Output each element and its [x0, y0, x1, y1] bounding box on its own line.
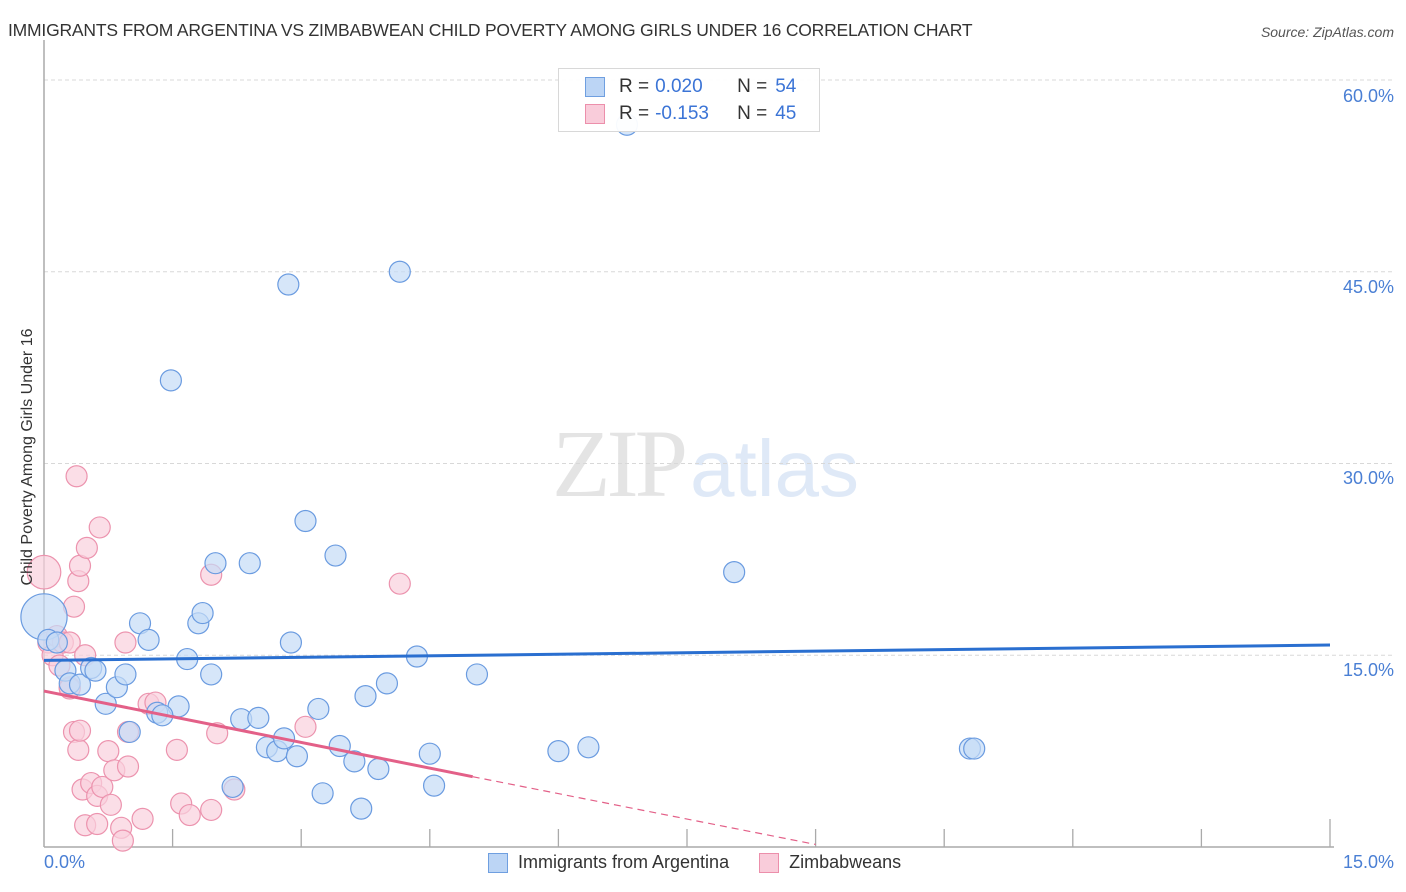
argentina-point: [963, 737, 986, 760]
stats-legend: R = 0.020 N = 54 R = -0.153 N = 45: [558, 68, 820, 132]
argentina-trend-line: [43, 643, 1331, 662]
argentina-point: [279, 631, 303, 654]
zimbabwean-point: [116, 755, 140, 778]
legend-swatch-blue: [585, 77, 605, 97]
zimbabwean-point: [97, 740, 120, 763]
argentina-point: [418, 742, 441, 765]
argentina-point: [388, 260, 411, 283]
argentina-point: [118, 720, 141, 744]
argentina-point: [45, 631, 68, 654]
source-label: Source: ZipAtlas.com: [1260, 24, 1394, 40]
argentina-point: [159, 369, 182, 392]
y-axis-label: Child Poverty Among Girls Under 16: [19, 328, 36, 586]
zimbabwean-point: [178, 803, 201, 827]
legend-label-argentina: Immigrants from Argentina: [518, 852, 730, 872]
zimbabwean-point: [67, 738, 90, 761]
zimbabwean-point: [111, 829, 134, 852]
argentina-point: [84, 659, 107, 682]
zimbabwean-point: [26, 554, 62, 590]
argentina-point: [547, 740, 570, 763]
argentina-point: [311, 782, 334, 805]
argentina-point: [277, 273, 300, 296]
argentina-point: [200, 663, 223, 686]
legend-r-label: R =: [619, 76, 650, 97]
zimbabwean-point: [86, 812, 109, 836]
argentina-point: [367, 757, 390, 781]
zimbabwean-point: [388, 572, 411, 595]
legend-swatch-blue: [488, 852, 508, 873]
argentina-point: [723, 561, 746, 584]
legend-n-label: N =: [737, 76, 768, 97]
zimbabwean-point: [65, 465, 88, 488]
argentina-point: [204, 552, 227, 575]
argentina-point: [465, 663, 489, 686]
zimbabwean-trend-line: [43, 689, 473, 779]
y-tick-30: 30.0%: [1342, 468, 1394, 488]
zimbabwean-point: [131, 807, 154, 830]
legend-r-label: R =: [619, 103, 650, 124]
argentina-point: [577, 736, 600, 759]
argentina-point: [343, 750, 366, 773]
argentina-point: [221, 775, 244, 799]
argentina-point: [324, 544, 347, 567]
zimbabwean-point: [75, 536, 98, 559]
legend-row-zimbabweans: R = -0.153 N = 45: [585, 101, 796, 127]
argentina-point: [350, 797, 373, 820]
argentina-point: [294, 509, 317, 533]
legend-r-value: -0.153: [655, 103, 709, 124]
legend-n-value: 54: [775, 76, 797, 97]
argentina-point: [114, 663, 137, 686]
series-legend: Immigrants from Argentina Zimbabweans: [488, 852, 931, 873]
legend-label-zimbabweans: Zimbabweans: [789, 852, 902, 872]
argentina-point: [238, 552, 261, 575]
zimbabwean-point: [88, 516, 111, 539]
zimbabwean-point: [294, 715, 317, 738]
legend-row-argentina: R = 0.020 N = 54: [585, 74, 796, 100]
zimbabwean-trend-extension: [472, 776, 816, 846]
zimbabwean-point: [114, 631, 137, 654]
legend-swatch-pink: [759, 852, 780, 873]
chart-title: IMMIGRANTS FROM ARGENTINA VS ZIMBABWEAN …: [8, 20, 973, 40]
zimbabwean-point: [200, 798, 223, 822]
argentina-point: [68, 673, 92, 696]
y-tick-45: 45.0%: [1342, 277, 1394, 297]
zimbabwean-point: [165, 738, 188, 761]
legend-n-label: N =: [737, 103, 768, 124]
legend-item-argentina[interactable]: Immigrants from Argentina: [488, 852, 729, 873]
argentina-point: [191, 601, 214, 625]
argentina-point: [247, 706, 270, 729]
x-tick-15: 15.0%: [1342, 852, 1394, 872]
zimbabwean-point: [99, 793, 122, 816]
zimbabwean-point: [91, 775, 114, 799]
argentina-point: [422, 774, 446, 797]
zimbabwean-point: [68, 719, 92, 742]
x-tick-0: 0.0%: [44, 852, 86, 872]
argentina-point: [307, 697, 330, 721]
legend-r-value: 0.020: [655, 76, 703, 97]
argentina-point: [375, 672, 399, 695]
legend-swatch-pink: [585, 104, 605, 124]
argentina-point: [137, 628, 160, 652]
y-tick-60: 60.0%: [1342, 86, 1394, 106]
legend-item-zimbabweans[interactable]: Zimbabweans: [759, 852, 901, 873]
argentina-point: [354, 685, 377, 708]
legend-n-value: 45: [775, 103, 797, 124]
argentina-point: [285, 745, 309, 768]
y-tick-15: 15.0%: [1342, 660, 1394, 680]
